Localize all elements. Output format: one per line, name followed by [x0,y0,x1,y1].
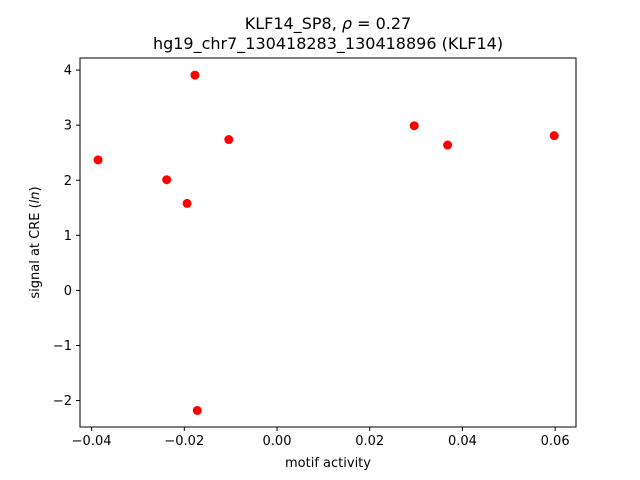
y-tick-label: 3 [64,119,72,134]
data-point [224,135,234,145]
data-point [409,121,419,131]
y-tick-label: 1 [64,229,72,244]
data-point [549,131,559,141]
data-point [93,155,103,165]
x-tick-label: −0.02 [164,434,204,449]
chart-title-line1: KLF14_SP8, ρ = 0.27 [245,14,411,34]
y-tick-label: 2 [64,174,72,189]
axes-frame [79,57,577,428]
y-tick-label: 4 [64,64,72,79]
x-tick-label: 0.02 [355,434,384,449]
data-point [162,175,172,185]
y-axis-label: signal at CRE (ln) [28,186,43,298]
data-point [182,198,192,208]
chart-title-line2: hg19_chr7_130418283_130418896 (KLF14) [153,34,503,54]
x-axis-label: motif activity [285,456,371,471]
data-point [192,405,202,415]
y-tick-label: 0 [64,284,72,299]
x-tick-label: −0.04 [72,434,112,449]
x-tick-label: 0.00 [263,434,292,449]
data-point [190,70,200,80]
y-tick-label: −1 [53,339,72,354]
x-tick-label: 0.04 [448,434,477,449]
plot-area: −0.04 −0.02 0.00 0.02 0.04 0.06 −2 −1 0 1 2 3 4 [53,64,570,449]
x-tick-label: 0.06 [541,434,570,449]
y-tick-label: −2 [53,394,72,409]
data-point [443,140,453,150]
